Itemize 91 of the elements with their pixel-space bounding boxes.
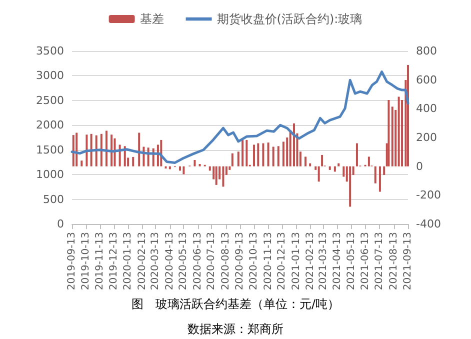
text: 图 玻璃活跃合约基差（单位：元/吨）: [131, 297, 340, 311]
y-tick-label: 0: [57, 218, 64, 230]
x-tick-label: 2020-12-13: [276, 232, 288, 290]
legend-label: 基差: [140, 12, 164, 26]
bar: [338, 163, 340, 166]
y-tick-label: 2000: [36, 118, 64, 132]
bar: [334, 166, 336, 172]
bar: [72, 135, 74, 166]
bar: [194, 160, 196, 166]
x-tick-label: 2020-10-13: [248, 232, 260, 290]
bar: [272, 146, 274, 166]
bar: [407, 64, 409, 166]
bar: [374, 166, 376, 184]
y-tick-label: 1000: [36, 168, 64, 182]
bar: [383, 166, 386, 175]
x-tick-label: 2020-03-13: [150, 232, 162, 290]
bar: [237, 152, 240, 166]
bar: [293, 123, 296, 166]
y2-tick-label: -200: [416, 188, 441, 202]
y-tick-label: 3000: [36, 69, 64, 82]
x-tick-label: 2019-09-13: [66, 232, 78, 290]
x-tick-label: 2021-01-13: [290, 232, 302, 290]
bar: [246, 140, 248, 166]
x-tick-label: 2019-10-13: [80, 232, 92, 290]
bar: [267, 142, 270, 166]
bar: [179, 166, 182, 171]
bar: [114, 138, 116, 166]
bar: [76, 132, 78, 166]
x-tick-label: 2020-06-13: [192, 232, 204, 290]
x-tick-label: 2021-04-13: [332, 232, 344, 290]
line-series: [70, 70, 410, 164]
bar: [398, 96, 400, 166]
bar: [257, 143, 260, 166]
bar: [242, 140, 244, 166]
bar: [321, 154, 324, 166]
bar: [356, 143, 358, 166]
y2-tick-label: 200: [416, 131, 437, 144]
x-tick-label: 2020-02-13: [136, 232, 148, 290]
bar: [90, 134, 92, 166]
y-tick-label: 1500: [36, 143, 64, 156]
bar: [388, 100, 390, 166]
bar: [318, 166, 320, 182]
bar: [110, 134, 113, 166]
bar: [215, 166, 218, 185]
y2-tick-label: 0: [416, 160, 423, 173]
x-tick-label: 2020-07-13: [206, 232, 218, 290]
bar: [262, 143, 264, 166]
bar: [80, 160, 83, 166]
x-tick-label: 2019-12-13: [108, 232, 120, 290]
bar: [328, 166, 331, 170]
x-tick-label: 2021-02-13: [305, 232, 316, 290]
bar: [253, 144, 256, 166]
source-note: 数据来源：郑商所: [188, 322, 284, 336]
x-tick-label: 2021-09-13: [402, 232, 414, 290]
x-tick-label: 2021-07-13: [374, 232, 385, 290]
bar: [391, 106, 394, 166]
x-tick-label: 2021-08-13: [388, 232, 400, 290]
x-tick-label: 2020-05-13: [178, 232, 190, 290]
bar: [222, 166, 224, 187]
bar: [132, 156, 134, 166]
y-tick-label: 3500: [36, 44, 64, 58]
y2-tick-label: -400: [416, 218, 441, 230]
bar: [349, 166, 352, 207]
x-tick-label: 2021-05-13: [346, 232, 357, 290]
x-tick-label: 2020-04-13: [164, 232, 176, 290]
y-tick-label: 2500: [36, 94, 64, 107]
bar: [282, 142, 284, 166]
bar: [105, 130, 108, 166]
bar: [378, 166, 381, 192]
bar: [95, 135, 98, 166]
x-tick-label: 2020-11-13: [262, 232, 274, 290]
bar: [309, 163, 312, 166]
y-tick-label: 500: [43, 192, 64, 206]
legend-label: 期货收盘价(活跃合约):玻璃: [216, 12, 362, 26]
y2-tick-label: 400: [416, 102, 437, 116]
bar: [304, 156, 306, 166]
y2-tick-label: 600: [416, 73, 437, 86]
x-tick-label: 2020-09-13: [234, 232, 246, 290]
bar: [86, 134, 88, 166]
x-tick-label: 2020-08-13: [220, 232, 232, 290]
bar: [368, 156, 370, 166]
bar: [100, 134, 102, 166]
x-tick-label: 2021-03-13: [318, 232, 329, 290]
x-tick-label: 2021-06-13: [360, 232, 372, 290]
y2-tick-label: 800: [416, 44, 437, 58]
bar: [138, 132, 140, 166]
bar: [182, 166, 185, 174]
bar: [231, 153, 234, 166]
bar: [277, 146, 280, 166]
x-tick-label: 2019-11-13: [94, 232, 106, 290]
x-tick-label: 2020-01-13: [122, 232, 134, 290]
